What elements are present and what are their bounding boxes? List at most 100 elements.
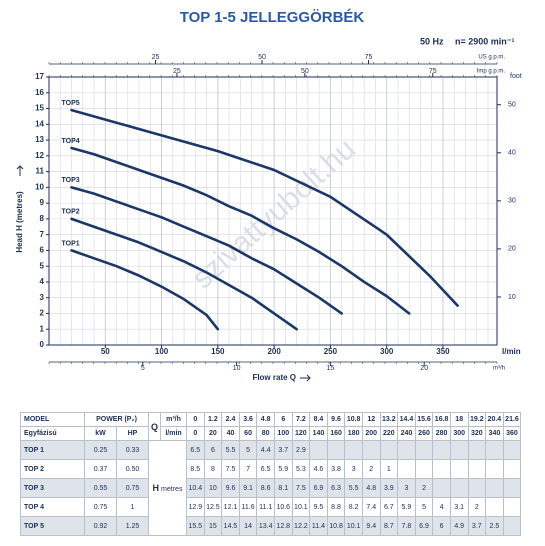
secondary-tick-label: 25 xyxy=(152,54,160,61)
header-cell: 240 xyxy=(397,426,416,441)
table-cell xyxy=(502,516,522,536)
table-cell: 9.5 xyxy=(309,497,328,517)
x-axis-title: Flow rate Q xyxy=(252,373,296,382)
header-cell: 19.2 xyxy=(467,412,487,427)
table-row: TOP 3 0.55 0.75 10.4 10 9.6 9.1 8.6 8.1 7.5 6.9 6.3… xyxy=(20,478,522,498)
table-cell: 0.33 xyxy=(116,440,149,460)
header-cell: 18 xyxy=(449,412,469,427)
secondary-axis-label: Imp g.p.m. xyxy=(477,69,506,75)
table-cell xyxy=(502,497,522,517)
header-cell: 340 xyxy=(485,426,504,441)
table-cell: 6.5 xyxy=(256,459,275,479)
arrow xyxy=(16,165,24,176)
table-cell: 5.9 xyxy=(397,497,416,517)
table-cell: 8.8 xyxy=(326,497,346,517)
header-cell: 160 xyxy=(326,426,346,441)
table-cell xyxy=(432,478,451,498)
curve xyxy=(70,186,343,315)
header-cell: 320 xyxy=(467,426,487,441)
curve xyxy=(70,146,411,315)
table-cell xyxy=(467,459,487,479)
table-cell xyxy=(502,459,522,479)
header-cell: 3.6 xyxy=(238,412,258,427)
table-cell: 7 xyxy=(238,459,258,479)
header-cell: 80 xyxy=(256,426,275,441)
table-cell: 4.6 xyxy=(309,459,328,479)
table-cell: 8.6 xyxy=(256,478,275,498)
chart: TOP 1-5 JELLEGGÖRBÉK 50 Hz n= 2900 min⁻¹… xyxy=(15,9,522,382)
header-cell: 260 xyxy=(414,426,434,441)
table-cell: 12.1 xyxy=(221,497,240,517)
table-cell: 1.25 xyxy=(116,516,149,536)
model-cell: TOP 5 xyxy=(20,516,85,536)
header-cell: POWER (P₂) xyxy=(84,412,149,427)
header-cell: m³/h xyxy=(160,412,187,427)
x-tick-label: 250 xyxy=(324,347,338,356)
header-cell: 8.4 xyxy=(309,412,328,427)
table-cell: 15 xyxy=(203,516,223,536)
table-cell: 3.7 xyxy=(467,516,487,536)
table-cell: 2.5 xyxy=(485,516,504,536)
table-cell: 5 xyxy=(414,497,434,517)
table-cell: 1 xyxy=(116,497,149,517)
table-row: TOP 2 0.37 0.50 8.5 8 7.5 7 6.5 5.9 5.3 4.6 3.8 3 2 1 xyxy=(20,459,522,479)
table-cell xyxy=(361,440,381,460)
speed: n= 2900 min⁻¹ xyxy=(455,36,515,46)
y2-tick-label: 50 xyxy=(508,102,516,109)
table-cell: 8.5 xyxy=(186,459,205,479)
header-cell: 140 xyxy=(309,426,328,441)
y2-tick-label: 10 xyxy=(508,294,516,301)
table-cell: 3 xyxy=(397,478,416,498)
header-cell: 10.8 xyxy=(344,412,363,427)
table-cell: 2 xyxy=(467,497,487,517)
table-cell: 6.5 xyxy=(186,440,205,460)
table-cell: 9.6 xyxy=(221,478,240,498)
header-cell: 4.8 xyxy=(256,412,275,427)
header-cell: 16.8 xyxy=(432,412,451,427)
y-tick-label: 3 xyxy=(40,293,45,302)
y-tick-label: 17 xyxy=(35,72,44,81)
header-cell: 220 xyxy=(379,426,399,441)
table-cell xyxy=(502,478,522,498)
table-cell: 5.5 xyxy=(344,478,363,498)
table-cell xyxy=(326,440,346,460)
title: TOP 1-5 JELLEGGÖRBÉK xyxy=(180,9,365,26)
table-cell: 10 xyxy=(203,478,223,498)
table-cell: 11.4 xyxy=(309,516,328,536)
table-cell: 7.5 xyxy=(221,459,240,479)
header-cell: 0 xyxy=(186,412,205,427)
table-cell: 8.1 xyxy=(273,478,293,498)
h-unit: metres xyxy=(161,486,183,493)
y-tick-label: 2 xyxy=(40,309,45,318)
curve xyxy=(70,217,298,331)
table-cell: 4.8 xyxy=(361,478,381,498)
table-cell: 6.9 xyxy=(309,478,328,498)
y-tick-label: 11 xyxy=(36,167,45,176)
table-cell: 6.3 xyxy=(326,478,346,498)
table-cell: 11.1 xyxy=(256,497,275,517)
table-cell: 11.6 xyxy=(238,497,258,517)
y-tick-label: 4 xyxy=(40,277,45,286)
curve-label: TOP4 xyxy=(62,138,80,145)
table-cell: 10.1 xyxy=(291,497,311,517)
table-cell xyxy=(344,440,363,460)
table-cell xyxy=(449,459,469,479)
table-cell: 12.8 xyxy=(273,516,293,536)
y2-tick-label: 20 xyxy=(508,246,516,253)
header-cell: 20 xyxy=(203,426,223,441)
header-cell: 280 xyxy=(432,426,451,441)
table-cell: 0.92 xyxy=(84,516,117,536)
header-cell: 360 xyxy=(502,426,522,441)
table-cell: 10.1 xyxy=(344,516,363,536)
table-cell: 3.1 xyxy=(449,497,469,517)
table-cell: 4.9 xyxy=(449,516,469,536)
table-cell xyxy=(309,440,328,460)
y-tick-label: 5 xyxy=(40,261,45,270)
secondary-tick-label: 15 xyxy=(327,365,335,372)
secondary-tick-label: 10 xyxy=(233,365,241,372)
y2-tick-label: 40 xyxy=(508,150,516,157)
secondary-tick-label: 5 xyxy=(141,365,145,372)
x-tick-label: 50 xyxy=(101,347,110,356)
